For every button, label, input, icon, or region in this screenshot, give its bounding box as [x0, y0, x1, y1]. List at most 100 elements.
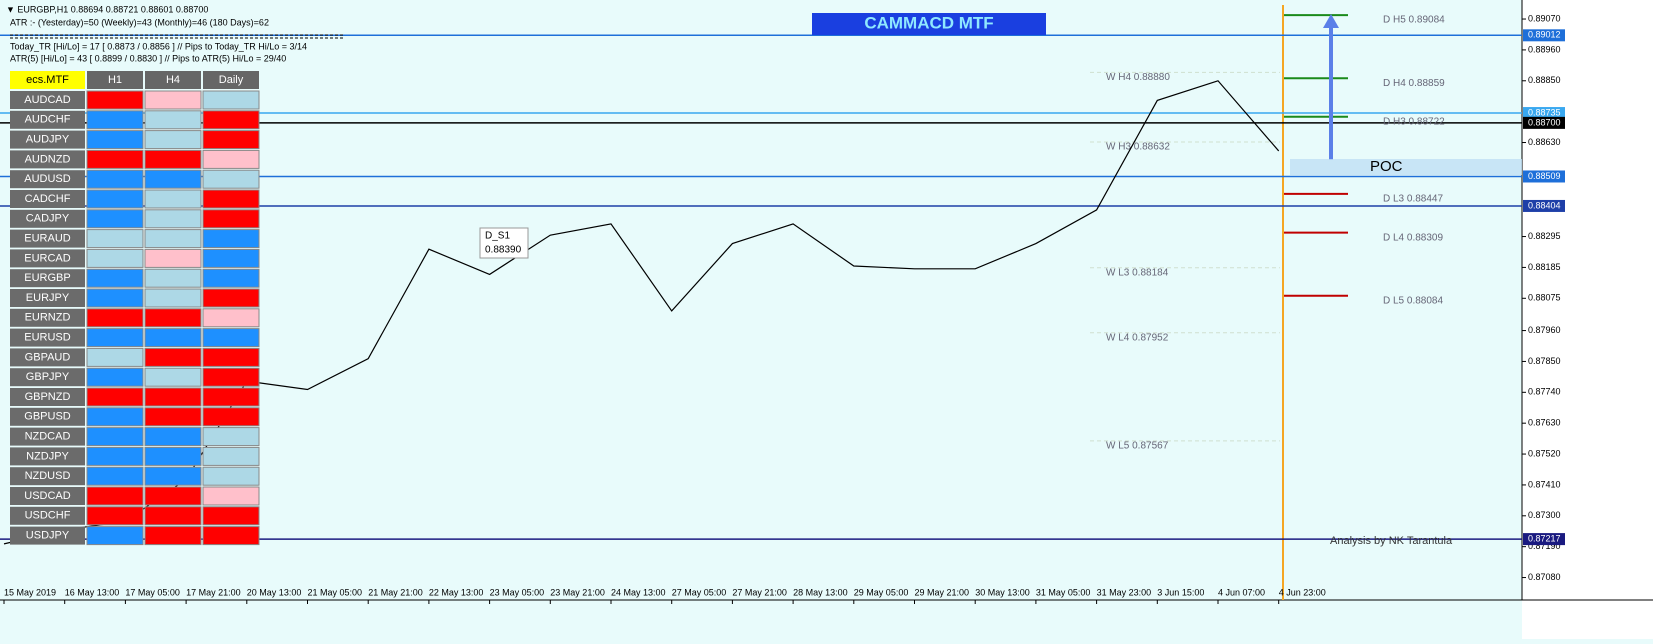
pair-label: CADJPY	[26, 213, 70, 225]
x-tick-label: 20 May 13:00	[247, 587, 302, 597]
signal-cell	[202, 169, 260, 189]
pivot-label: D H5 0.89084	[1383, 15, 1445, 26]
signal-cell	[202, 466, 260, 486]
pair-label: CADCHF	[25, 193, 71, 205]
pivot-label: D L5 0.88084	[1383, 295, 1443, 306]
y-tick-label: 0.88075	[1528, 293, 1561, 303]
pair-cell	[10, 368, 85, 387]
x-tick-label: 31 May 05:00	[1036, 587, 1091, 597]
currency-matrix: ecs.MTF H1 H4 Daily AUDCAD AUDCHF AUDJPY AUDNZD…	[10, 71, 260, 546]
pair-label: GBPUSD	[24, 411, 71, 423]
level-tag	[1523, 533, 1565, 546]
matrix-header: H4	[166, 74, 180, 86]
x-tick-label: 22 May 13:00	[429, 587, 484, 597]
x-tick-label: 30 May 13:00	[975, 587, 1030, 597]
level-label: 0.87217	[1528, 533, 1561, 543]
pair-cell	[10, 249, 85, 268]
ds1-box	[479, 227, 529, 259]
matrix-header-cell	[145, 71, 201, 89]
signal-cell	[144, 248, 202, 268]
y-tick-label: 0.87080	[1528, 572, 1561, 582]
y-tick-label: 0.87630	[1528, 418, 1561, 428]
pivot-label: D H3 0.88722	[1383, 116, 1445, 127]
pair-cell	[10, 467, 85, 486]
level-label: 0.88700	[1528, 117, 1561, 127]
pair-label: EURAUD	[24, 233, 71, 245]
pair-label: NZDCAD	[25, 431, 71, 443]
signal-cell	[202, 209, 260, 229]
x-tick-label: 16 May 13:00	[65, 587, 120, 597]
pivot-label: W H4 0.88880	[1106, 72, 1170, 83]
signal-cell	[86, 367, 144, 387]
signal-cell	[86, 486, 144, 506]
pair-cell	[10, 130, 85, 149]
pair-label: EURUSD	[24, 332, 71, 344]
pair-cell	[10, 209, 85, 228]
y-tick-label: 0.88850	[1528, 75, 1561, 85]
today-tr: Today_TR [Hi/Lo] = 17 [ 0.8873 / 0.8856 …	[10, 41, 307, 51]
signal-cell	[144, 308, 202, 328]
pair-label: GBPJPY	[26, 371, 70, 383]
matrix-header-cell	[87, 71, 143, 89]
signal-cell	[202, 486, 260, 506]
signal-cell	[202, 526, 260, 546]
pair-label: GBPAUD	[25, 351, 71, 363]
pair-label: AUDNZD	[25, 153, 71, 165]
x-tick-label: 27 May 05:00	[672, 587, 727, 597]
x-tick-label: 3 Jun 15:00	[1157, 587, 1204, 597]
signal-cell	[202, 328, 260, 348]
poc-label: POC	[1370, 158, 1403, 175]
level-label: 0.89012	[1528, 30, 1561, 40]
pair-cell	[10, 348, 85, 367]
y-tick-label: 0.88185	[1528, 262, 1561, 272]
level-label: 0.88404	[1528, 200, 1561, 210]
y-tick-label: 0.87190	[1528, 541, 1561, 551]
poc-zone	[1290, 159, 1522, 175]
pair-label: NZDJPY	[26, 450, 69, 462]
level-label: 0.88509	[1528, 171, 1561, 181]
signal-cell	[202, 130, 260, 150]
y-tick-label: 0.88630	[1528, 137, 1561, 147]
pair-label: AUDJPY	[26, 134, 70, 146]
signal-cell	[144, 526, 202, 546]
signal-cell	[202, 229, 260, 249]
pair-cell	[10, 150, 85, 169]
signal-cell	[86, 446, 144, 466]
level-tag	[1523, 199, 1565, 212]
title-box	[812, 13, 1046, 35]
y-tick-label: 0.87850	[1528, 356, 1561, 366]
signal-cell	[86, 328, 144, 348]
ds1-price: 0.88390	[485, 245, 522, 256]
signal-cell	[144, 189, 202, 209]
signal-cell	[144, 367, 202, 387]
signal-cell	[144, 229, 202, 249]
signal-cell	[202, 446, 260, 466]
pair-cell	[10, 190, 85, 208]
y-tick-label: 0.88295	[1528, 231, 1561, 241]
y-tick-label: 0.88960	[1528, 44, 1561, 54]
x-tick-label: 31 May 23:00	[1097, 587, 1152, 597]
credit: Analysis by NK Tarantula	[1330, 535, 1453, 547]
signal-cell	[144, 288, 202, 308]
level-tag	[1523, 29, 1565, 42]
signal-cell	[144, 446, 202, 466]
signal-cell	[86, 308, 144, 328]
matrix-header: H1	[108, 74, 122, 86]
pivot-label: D L3 0.88447	[1383, 194, 1443, 205]
signal-cell	[144, 506, 202, 526]
signal-cell	[144, 466, 202, 486]
pair-label: AUDCAD	[24, 94, 71, 106]
pair-cell	[10, 388, 85, 406]
signal-cell	[86, 427, 144, 447]
signal-cell	[86, 169, 144, 189]
signal-cell	[144, 268, 202, 288]
signal-cell	[144, 130, 202, 150]
level-tag	[1523, 170, 1565, 183]
level-tag	[1523, 107, 1565, 120]
pair-cell	[10, 407, 85, 426]
y-tick-label: 0.87300	[1528, 510, 1561, 520]
level-tag	[1523, 116, 1565, 129]
title: CAMMACD MTF	[864, 13, 993, 32]
matrix-header-cell	[203, 71, 259, 89]
